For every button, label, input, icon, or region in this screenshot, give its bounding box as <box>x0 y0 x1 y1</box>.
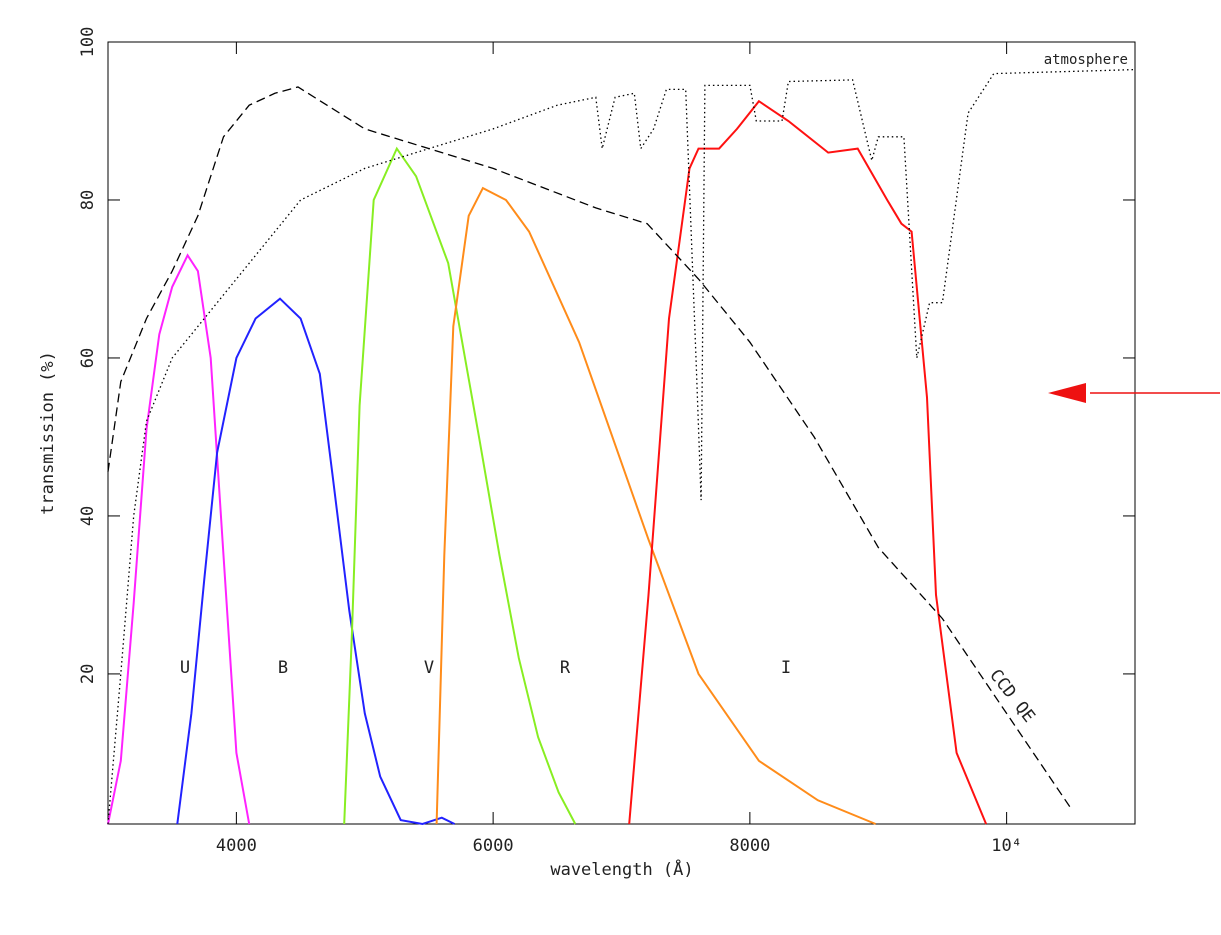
curve-label: CCD QE <box>985 666 1039 727</box>
band-label: I <box>781 658 791 678</box>
series-line <box>107 253 251 825</box>
curve-label: atmosphere <box>1044 52 1128 68</box>
band-label: U <box>180 658 190 678</box>
x-tick-label: 8000 <box>729 836 770 856</box>
y-axis-label: transmission (%) <box>38 351 58 515</box>
y-tick-label: 40 <box>78 506 98 526</box>
band-label: B <box>278 658 288 678</box>
series-line <box>628 99 988 825</box>
band-label: V <box>424 658 434 678</box>
x-tick-label: 4000 <box>216 836 257 856</box>
x-tick-label: 10⁴ <box>991 836 1022 856</box>
x-axis-label: wavelength (Å) <box>550 858 693 880</box>
series-line <box>107 86 1072 809</box>
band-label: R <box>560 658 571 678</box>
series-line <box>176 297 456 826</box>
series-line <box>107 68 1136 825</box>
y-tick-label: 80 <box>78 190 98 210</box>
x-tick-label: 6000 <box>473 836 514 856</box>
plot-frame <box>107 41 1136 825</box>
series-line <box>343 146 577 825</box>
y-tick-label: 20 <box>78 664 98 684</box>
y-tick-label: 100 <box>78 27 98 58</box>
y-tick-label: 60 <box>78 348 98 368</box>
series-line <box>435 186 877 825</box>
pointer-arrow-head <box>1048 383 1086 403</box>
